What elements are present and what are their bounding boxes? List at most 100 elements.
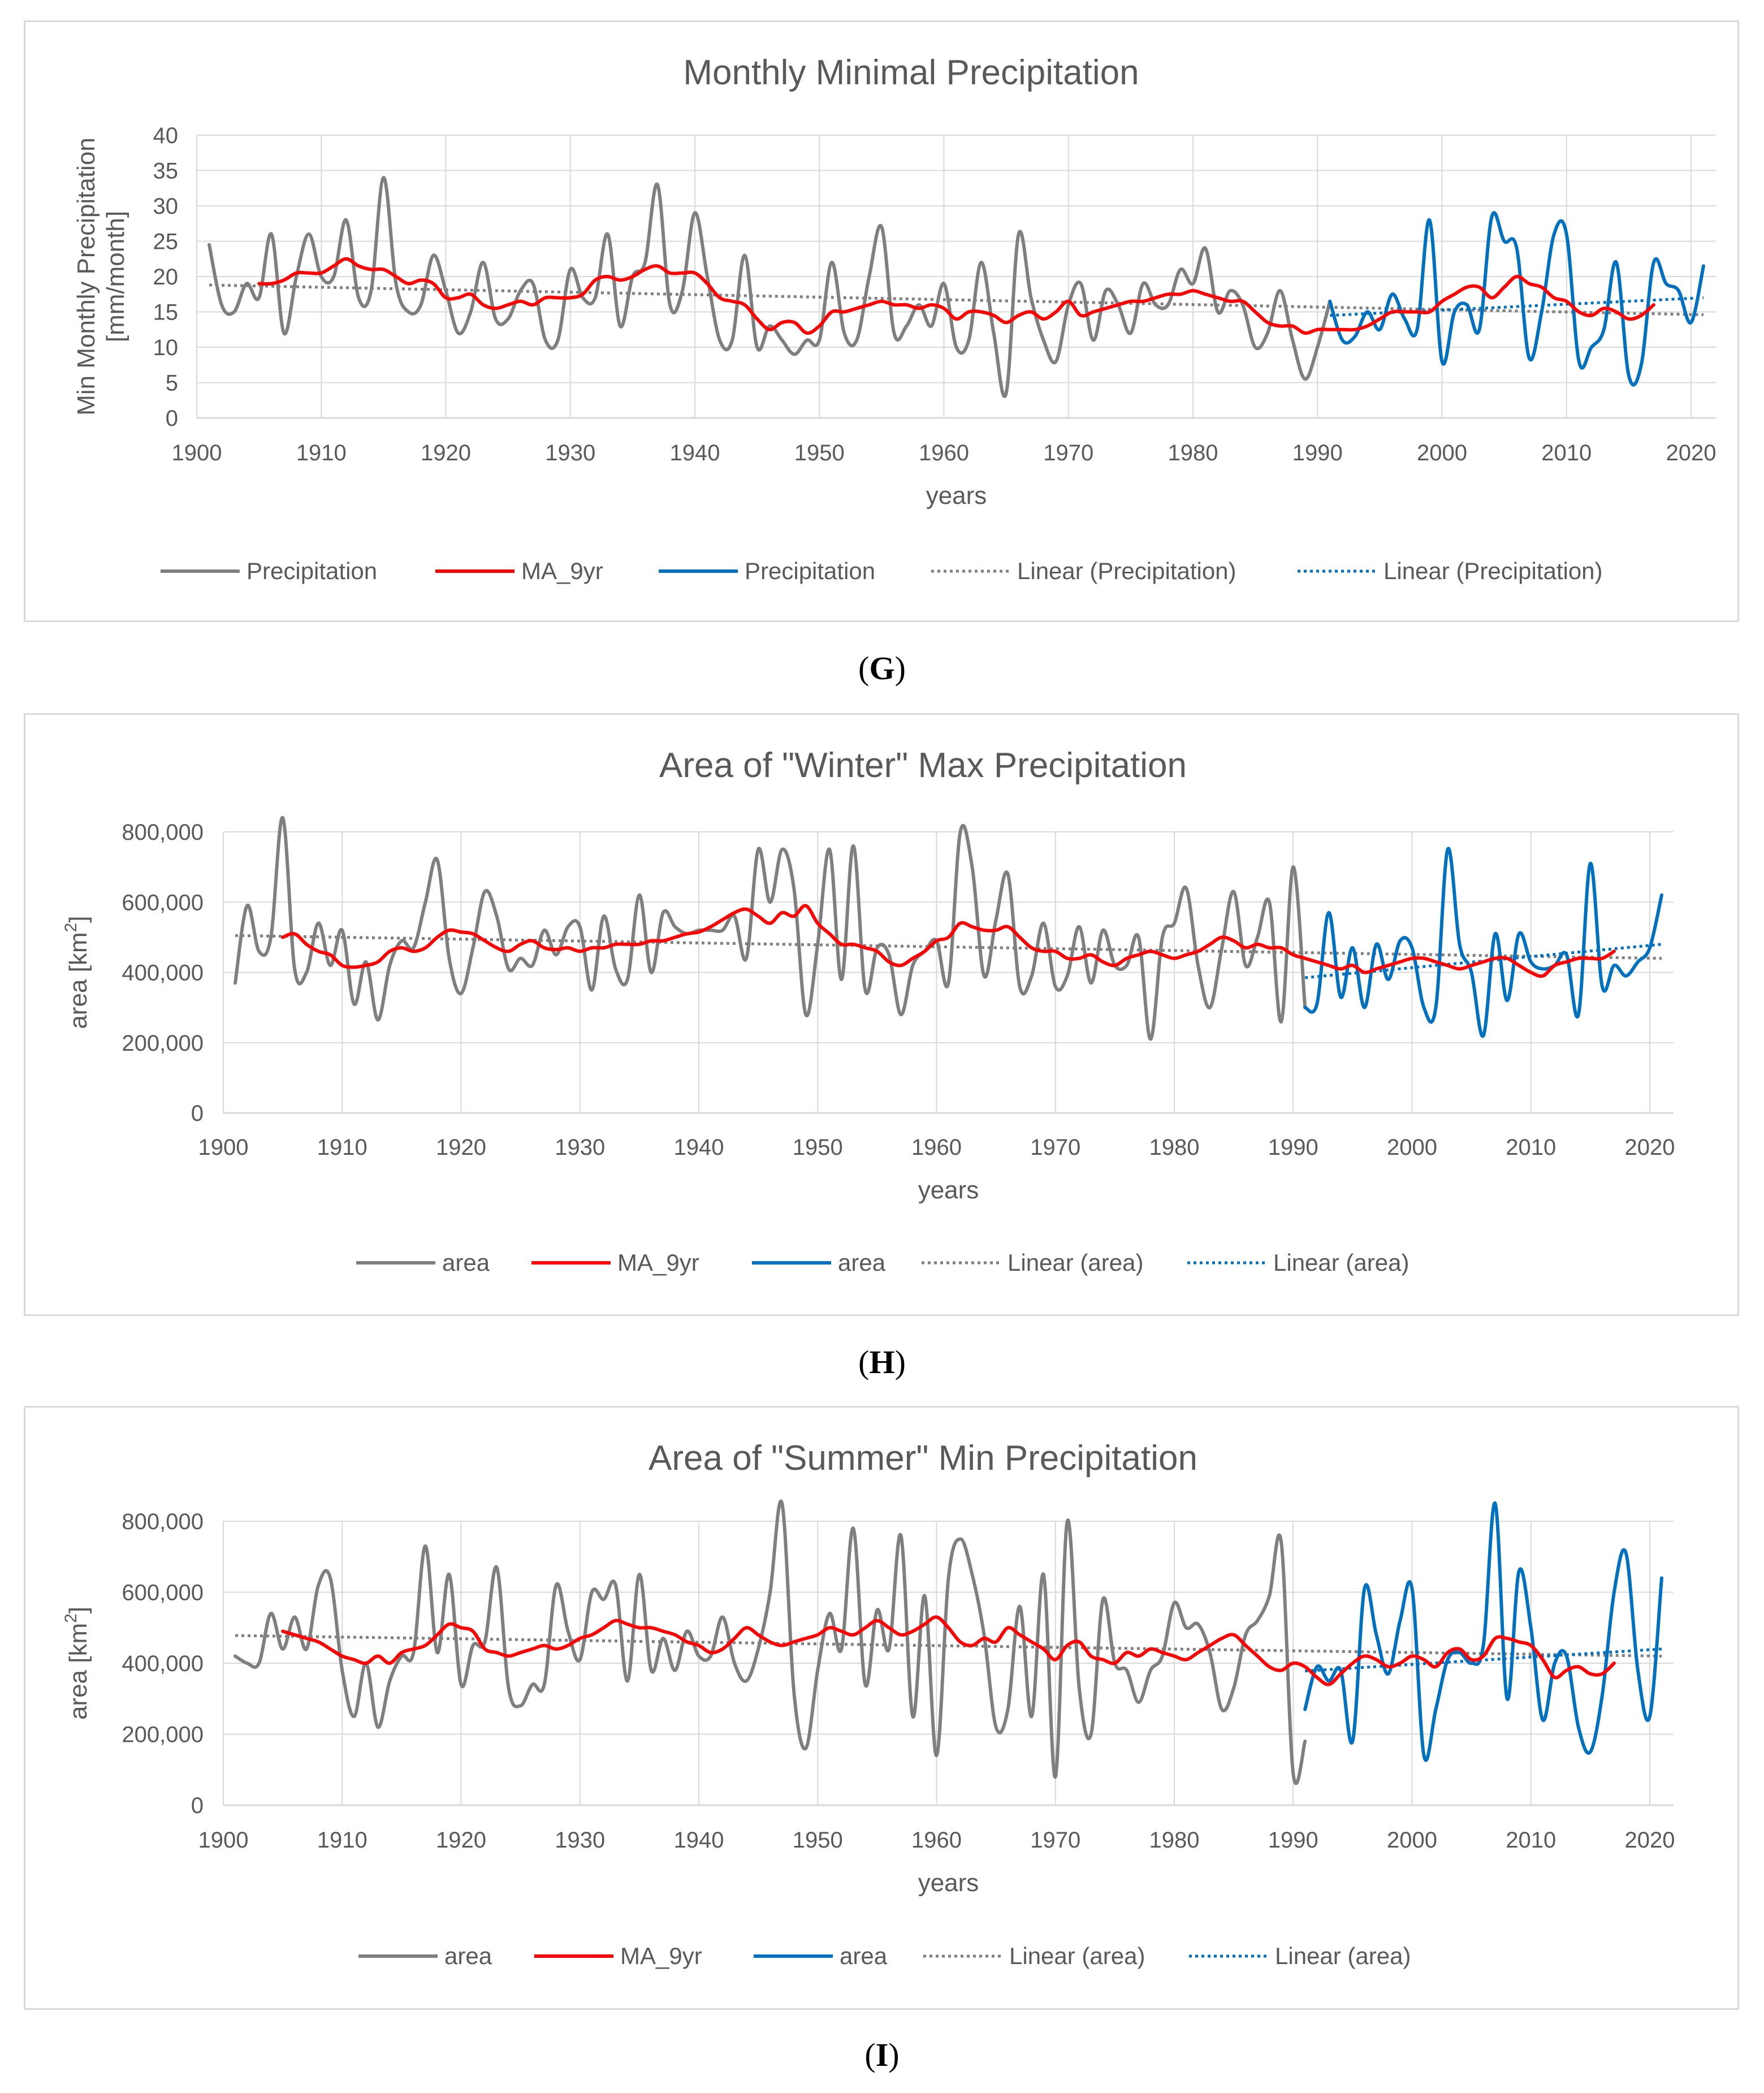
panel-label-i: (I) — [864, 2036, 900, 2073]
x-tick-label: 1920 — [436, 1135, 486, 1160]
x-tick-label: 1970 — [1030, 1135, 1080, 1160]
series-line-ma-9yr-red — [281, 1615, 1616, 1686]
x-tick-label: 1980 — [1149, 1828, 1199, 1853]
x-tick-label: 1950 — [793, 1135, 843, 1160]
legend-label-area: area — [442, 1249, 490, 1276]
series-line-linear-area-grey — [235, 1634, 1662, 1658]
x-tick-label: 1930 — [545, 441, 595, 465]
y-tick-label: 40 — [153, 123, 179, 148]
chart-panel-i: Area of "Summer" Min Precipitation 1900 19… — [24, 1406, 1739, 2010]
y-axis-title: area [km2] — [62, 916, 92, 1029]
y-tick-label: 200,000 — [122, 1723, 204, 1747]
y-axis-title-line-1: Min Monthly Precipitation — [72, 137, 100, 416]
chart-g: Monthly Minimal Precipitation 1900 1910 192… — [72, 53, 1716, 584]
legend-label-ma-9yr: MA_9yr — [620, 1943, 702, 1969]
x-tick-label: 1920 — [421, 441, 471, 465]
y-tick-label: 600,000 — [122, 1581, 204, 1606]
legend-label-linear-precipitation: Linear (Precipitation) — [1383, 558, 1603, 584]
x-tick-label: 1910 — [317, 1135, 368, 1160]
y-axis-title: area [km2] — [62, 1607, 92, 1720]
x-axis-title: years — [926, 482, 987, 510]
legend-label-ma-9yr: MA_9yr — [521, 558, 603, 584]
x-tick-label: 2010 — [1506, 1828, 1556, 1853]
legend-label-area: area — [444, 1943, 492, 1969]
x-tick-label: 1950 — [794, 441, 845, 465]
x-tick-label: 1910 — [296, 441, 347, 465]
x-tick-label: 1960 — [911, 1828, 962, 1853]
x-tick-label: 1930 — [555, 1828, 605, 1853]
series-line-area-blue — [1303, 847, 1663, 1038]
panel-label-h: (H) — [858, 1344, 906, 1380]
legend-label-linear-area: Linear (area) — [1008, 1249, 1143, 1276]
legend-label-area: area — [840, 1943, 888, 1969]
x-tick-label: 2000 — [1387, 1135, 1437, 1160]
x-tick-label: 1990 — [1268, 1828, 1318, 1853]
chart-title-g: Monthly Minimal Precipitation — [683, 53, 1139, 92]
x-tick-label: 1970 — [1030, 1828, 1080, 1853]
y-tick-label: 5 — [166, 371, 178, 396]
x-tick-label: 1960 — [911, 1135, 962, 1160]
x-tick-label: 1900 — [172, 441, 222, 465]
x-tick-label: 2020 — [1624, 1828, 1675, 1853]
legend-label-linear-area: Linear (area) — [1275, 1943, 1411, 1969]
y-axis-title-superscript: 2 — [62, 923, 80, 933]
y-tick-label: 400,000 — [122, 961, 204, 986]
series-line-linear-area-grey — [235, 934, 1662, 960]
panel-label-g: (G) — [858, 650, 906, 687]
y-tick-label: 20 — [153, 265, 179, 290]
x-tick-label: 2010 — [1541, 441, 1592, 465]
y-tick-label: 800,000 — [122, 1509, 204, 1534]
x-tick-label: 1900 — [198, 1135, 249, 1160]
legend-label-precipitation: Precipitation — [745, 558, 875, 584]
y-axis-title-base: area [km — [64, 1623, 92, 1720]
legend-label-linear-precipitation: Linear (Precipitation) — [1017, 558, 1236, 584]
y-tick-label: 600,000 — [122, 890, 204, 915]
y-tick-label: 0 — [166, 406, 178, 431]
x-tick-label: 1930 — [555, 1135, 605, 1160]
legend-g: Precipitation MA_9yr Precipitation Linear (… — [161, 558, 1603, 584]
y-tick-label: 200,000 — [122, 1031, 204, 1056]
x-tick-label: 1990 — [1268, 1135, 1318, 1160]
chart-panel-g: Monthly Minimal Precipitation 1900 1910 192… — [24, 20, 1739, 622]
y-tick-label: 35 — [153, 159, 179, 184]
chart-title-h: Area of "Winter" Max Precipitation — [659, 746, 1187, 785]
x-tick-label: 2010 — [1506, 1135, 1556, 1160]
x-tick-label: 1960 — [919, 441, 969, 465]
series-line-area-blue — [1303, 1501, 1663, 1762]
x-axis-title: years — [918, 1869, 979, 1897]
legend-i: area MA_9yr area Linear (area) Linear (area) — [358, 1943, 1411, 1969]
y-axis-title-bracket: ] — [64, 1607, 92, 1613]
y-axis-title-base: area [km — [64, 932, 92, 1029]
y-axis-title-bracket: ] — [64, 916, 92, 922]
y-tick-label: 400,000 — [122, 1651, 204, 1676]
x-tick-label: 1900 — [198, 1828, 249, 1853]
series-line-linear-precipitation-grey — [209, 283, 1704, 316]
legend-label-ma-9yr: MA_9yr — [617, 1249, 699, 1276]
x-tick-label: 1920 — [436, 1828, 486, 1853]
y-tick-label: 15 — [153, 300, 179, 325]
x-tick-label: 2000 — [1417, 441, 1467, 465]
chart-title-i: Area of "Summer" Min Precipitation — [648, 1439, 1197, 1478]
legend-h: area MA_9yr area Linear (area) Linear (area) — [356, 1249, 1409, 1276]
legend-label-area: area — [838, 1249, 886, 1276]
series-line-ma-9yr-red — [281, 904, 1616, 978]
y-tick-label: 30 — [153, 194, 179, 219]
legend-label-linear-area: Linear (area) — [1009, 1943, 1145, 1969]
x-tick-label: 1980 — [1168, 441, 1218, 465]
series-line-area-grey — [234, 816, 1307, 1041]
x-tick-label: 1940 — [669, 441, 720, 465]
y-tick-label: 25 — [153, 230, 179, 254]
x-tick-label: 1970 — [1043, 441, 1093, 465]
y-tick-label: 800,000 — [122, 820, 204, 845]
y-tick-label: 10 — [153, 335, 179, 360]
x-tick-label: 1940 — [673, 1135, 724, 1160]
x-tick-label: 2020 — [1624, 1135, 1675, 1160]
x-tick-label: 1950 — [793, 1828, 843, 1853]
y-axis-title-text: area [km2] — [62, 1607, 92, 1720]
x-tick-label: 1910 — [317, 1828, 368, 1853]
y-axis-title-text: area [km2] — [62, 916, 92, 1029]
series-line-ma-9yr-red — [257, 257, 1655, 335]
series-line-precipitation-blue — [1328, 211, 1705, 387]
y-axis-title: Min Monthly Precipitation [mm/month] — [72, 137, 129, 416]
y-axis-title-line-2: [mm/month] — [102, 211, 129, 342]
